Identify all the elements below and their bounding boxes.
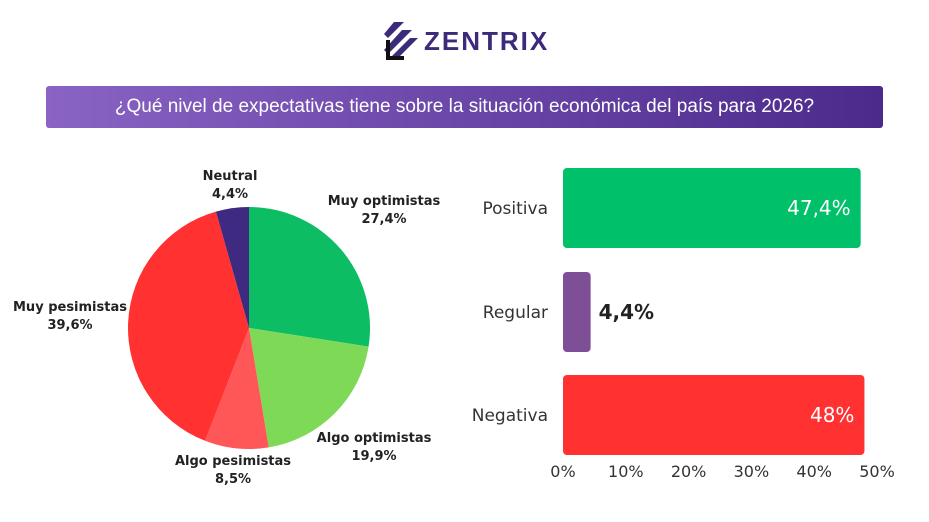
pie-slice — [249, 207, 370, 347]
pie-label: Muy pesimistas — [13, 300, 127, 315]
zentrix-logo-icon — [384, 22, 418, 60]
page-title: ¿Qué nivel de expectativas tiene sobre l… — [46, 86, 883, 128]
pie-value-label: 8,5% — [215, 472, 251, 487]
bar-value-label: 47,4% — [787, 196, 851, 220]
bar — [563, 168, 861, 248]
brand-name: ZENTRIX — [424, 25, 550, 56]
pie-label: Algo optimistas — [317, 431, 432, 446]
pie-label: Neutral — [203, 169, 258, 184]
pie-label: Muy optimistas — [328, 194, 441, 209]
bar — [563, 375, 865, 455]
pie-slice — [205, 328, 269, 450]
bar-value-label: 48% — [810, 403, 854, 427]
pie-value-label: 39,6% — [47, 318, 92, 333]
pie-slice — [215, 207, 249, 328]
logo: ZENTRIX — [384, 20, 549, 62]
bar-category-label: Regular — [483, 303, 548, 323]
bar-value-label: 4,4% — [599, 300, 654, 324]
pie-label: Algo pesimistas — [175, 454, 291, 469]
x-tick-label: 50% — [859, 462, 895, 481]
pie-value-label: 4,4% — [212, 187, 248, 202]
x-tick-label: 10% — [608, 462, 644, 481]
bar — [563, 272, 591, 352]
x-tick-label: 20% — [671, 462, 707, 481]
pie-value-label: 27,4% — [361, 212, 406, 227]
bar-category-label: Positiva — [483, 199, 549, 219]
pie-slice — [127, 211, 249, 441]
x-tick-label: 30% — [734, 462, 770, 481]
pie-value-label: 19,9% — [351, 449, 396, 464]
bar-category-label: Negativa — [472, 406, 548, 426]
x-tick-label: 0% — [550, 462, 575, 481]
pie-slice — [249, 328, 369, 448]
x-tick-label: 40% — [796, 462, 832, 481]
